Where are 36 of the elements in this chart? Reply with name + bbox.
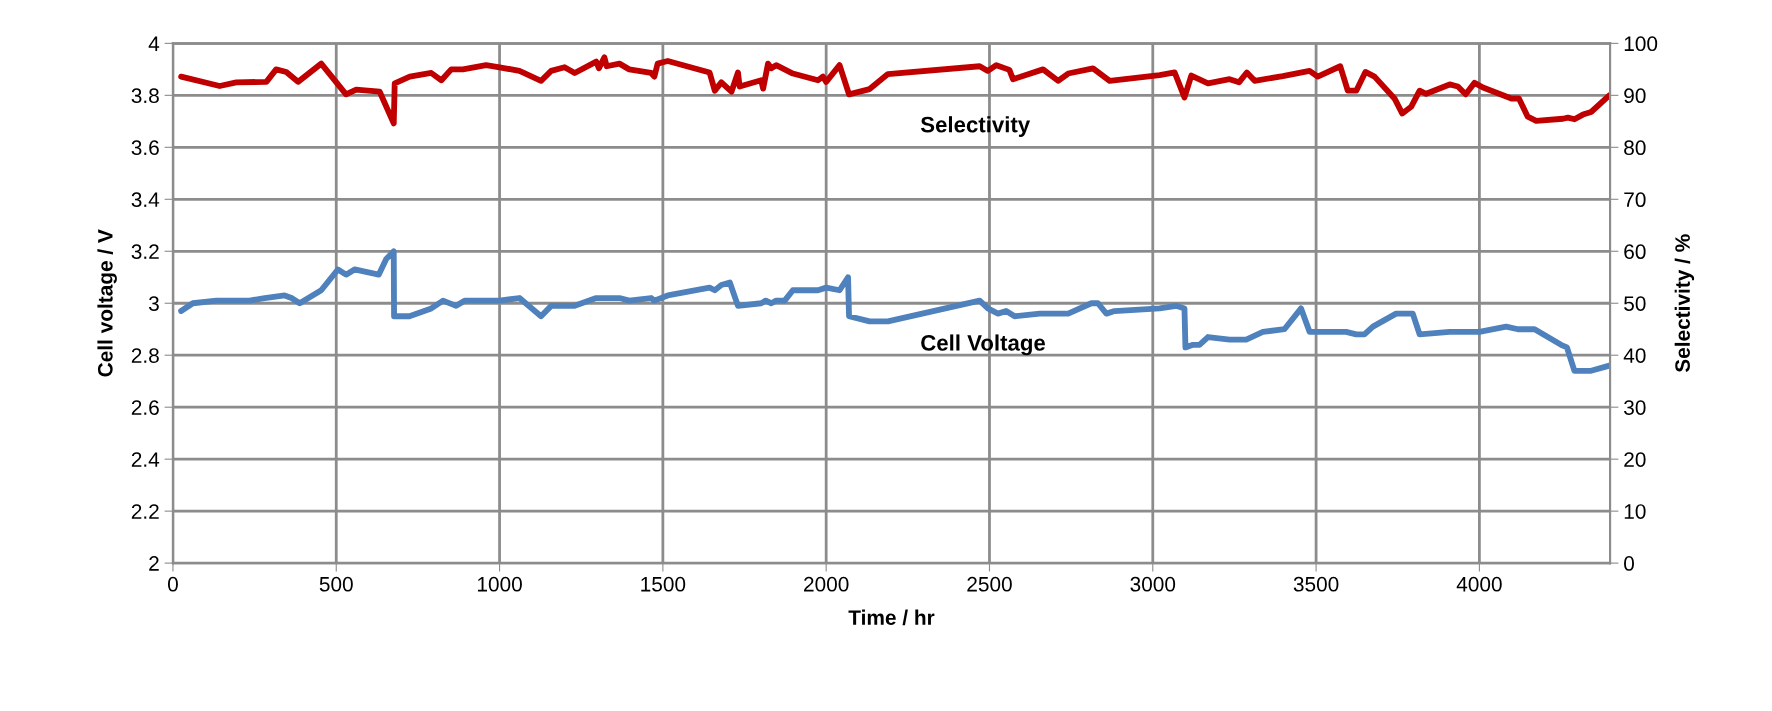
y-tick-label: 3.6 — [131, 140, 159, 156]
y2-tick-label: 60 — [1624, 244, 1646, 260]
x-tick-label: 500 — [319, 576, 353, 592]
x-tick-label: 1500 — [641, 576, 686, 592]
y2-tick-label: 10 — [1624, 504, 1646, 519]
y-tick-label: 3.8 — [131, 88, 159, 104]
y2-tick-label: 40 — [1623, 348, 1646, 363]
y2-tick-label: 50 — [1624, 296, 1646, 311]
x-tick-label: 2500 — [967, 576, 1012, 592]
y2-tick-label: 100 — [1624, 36, 1658, 52]
y-tick-label: 2.6 — [131, 400, 159, 415]
y-tick-label: 4 — [148, 36, 160, 51]
x-tick-label: 3000 — [1130, 576, 1176, 592]
x-tick-label: 4000 — [1456, 576, 1502, 592]
y-tick-label: 3.4 — [131, 192, 160, 208]
series-label: Selectivity — [920, 116, 1031, 137]
y2-tick-label: 70 — [1624, 192, 1646, 208]
y2-tick-label: 20 — [1624, 452, 1646, 467]
y2-tick-label: 90 — [1624, 88, 1646, 104]
x-axis-title: Time / hr — [848, 609, 935, 626]
y-tick-label: 2.8 — [131, 348, 159, 363]
x-tick-label: 0 — [167, 576, 178, 592]
y-tick-label: 2.2 — [131, 504, 159, 519]
y-tick-label: 3 — [148, 296, 159, 311]
x-tick-label: 1000 — [477, 576, 522, 592]
y2-axis-title: Selectivity / % — [1674, 234, 1695, 373]
x-tick-label: 2000 — [804, 576, 849, 592]
y2-tick-label: 80 — [1624, 140, 1646, 156]
y2-tick-label: 0 — [1624, 556, 1635, 571]
y-tick-label: 2 — [149, 556, 159, 571]
x-tick-label: 3500 — [1293, 576, 1339, 592]
series-label: Cell Voltage — [921, 334, 1046, 356]
y-axis-title: Cell voltage / V — [97, 229, 117, 377]
y-tick-label: 3.2 — [131, 244, 159, 260]
y-tick-label: 2.4 — [131, 452, 160, 467]
y2-tick-label: 30 — [1624, 400, 1646, 415]
